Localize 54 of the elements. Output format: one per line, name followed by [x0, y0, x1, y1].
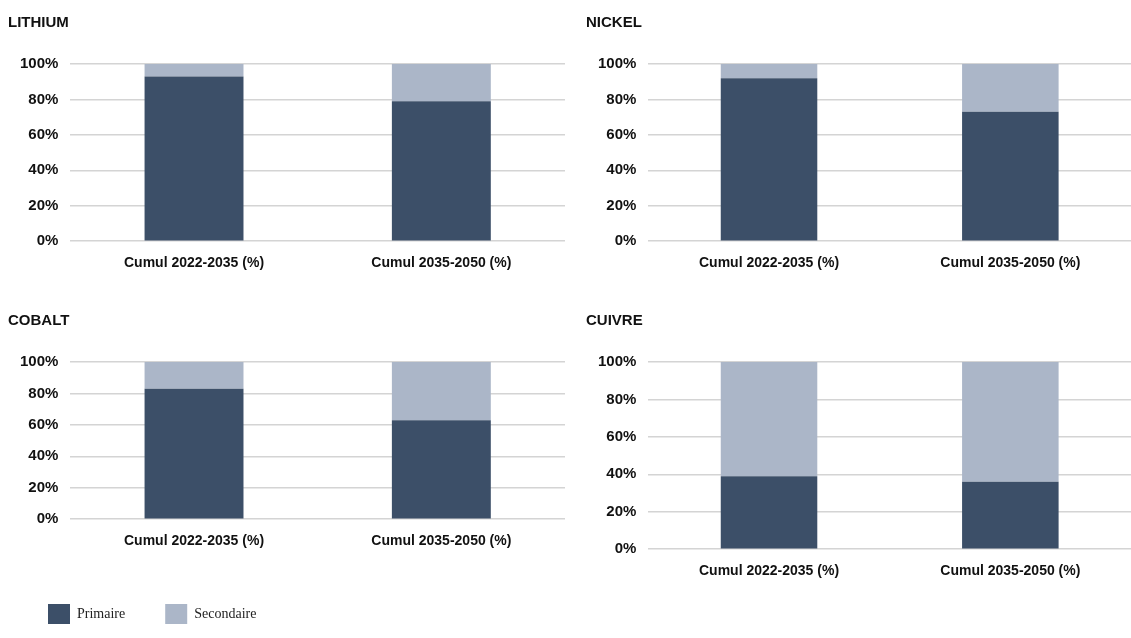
- y-tick-label: 40%: [606, 160, 637, 178]
- y-tick-label: 0%: [36, 231, 59, 249]
- bar: [144, 362, 244, 389]
- bar: [962, 111, 1059, 241]
- y-tick-label: 20%: [28, 195, 59, 213]
- y-tick-label: 20%: [606, 195, 637, 213]
- y-tick-label: 80%: [28, 89, 59, 107]
- bar: [391, 420, 491, 519]
- y-tick-label: 0%: [614, 231, 637, 249]
- y-tick-label: 0%: [614, 539, 637, 557]
- y-tick-label: 100%: [597, 352, 637, 370]
- y-tick-label: 40%: [28, 160, 59, 178]
- bar: [962, 362, 1059, 482]
- x-tick-label: Cumul 2035-2050 (%): [371, 254, 512, 271]
- y-tick-label: 100%: [19, 352, 59, 370]
- bar: [720, 362, 818, 477]
- y-tick-label: 0%: [36, 509, 59, 527]
- y-tick-label: 40%: [28, 446, 59, 464]
- legend-label: Secondaire: [194, 605, 257, 621]
- y-tick-label: 20%: [606, 501, 637, 519]
- bar: [962, 64, 1059, 112]
- bar: [391, 64, 491, 102]
- x-tick-label: Cumul 2022-2035 (%): [123, 254, 265, 271]
- bar: [720, 64, 818, 79]
- x-tick-label: Cumul 2022-2035 (%): [698, 562, 840, 579]
- bar: [720, 78, 818, 241]
- y-tick-label: 60%: [606, 125, 637, 143]
- legend-label: Primaire: [77, 605, 126, 621]
- y-tick-label: 20%: [28, 477, 59, 495]
- y-tick-label: 80%: [606, 389, 637, 407]
- bar: [391, 101, 491, 241]
- y-tick-label: 80%: [28, 383, 59, 401]
- y-tick-label: 60%: [28, 415, 59, 433]
- x-tick-label: Cumul 2035-2050 (%): [940, 562, 1081, 579]
- bar: [391, 362, 491, 421]
- chart-title: LITHIUM: [8, 13, 69, 31]
- bar: [144, 76, 244, 241]
- chart-title: CUIVRE: [586, 311, 643, 329]
- bar: [144, 64, 244, 77]
- y-tick-label: 60%: [606, 427, 637, 445]
- x-tick-label: Cumul 2022-2035 (%): [698, 254, 840, 271]
- y-tick-label: 40%: [606, 464, 637, 482]
- bar: [144, 388, 244, 519]
- y-tick-label: 100%: [19, 54, 59, 72]
- y-tick-label: 80%: [606, 89, 637, 107]
- x-tick-label: Cumul 2035-2050 (%): [940, 254, 1081, 271]
- y-tick-label: 100%: [597, 54, 637, 72]
- bar: [720, 476, 818, 549]
- chart-title: COBALT: [8, 311, 70, 329]
- x-tick-label: Cumul 2035-2050 (%): [371, 532, 512, 549]
- x-tick-label: Cumul 2022-2035 (%): [123, 532, 265, 549]
- y-tick-label: 60%: [28, 125, 59, 143]
- bar: [962, 481, 1059, 549]
- chart-title: NICKEL: [586, 13, 642, 31]
